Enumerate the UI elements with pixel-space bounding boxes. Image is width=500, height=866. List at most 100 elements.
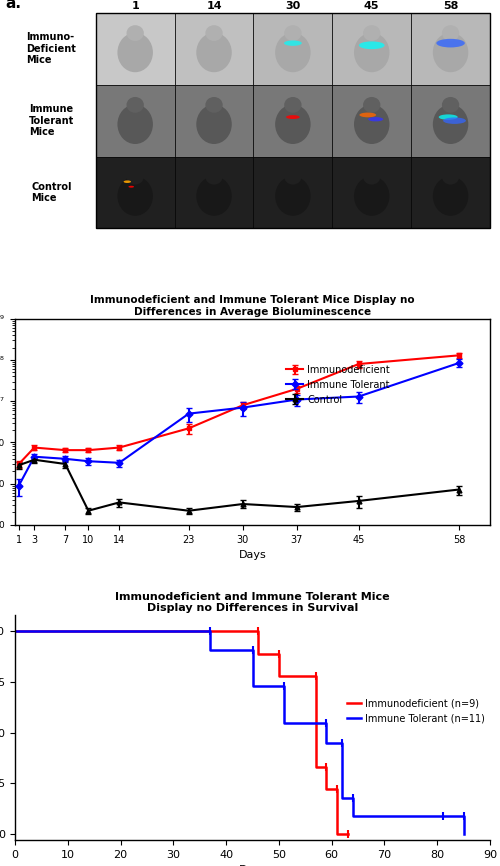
Ellipse shape — [363, 169, 380, 184]
Immunodeficient (n=9) — [255, 649, 261, 659]
Ellipse shape — [360, 113, 376, 117]
Ellipse shape — [284, 169, 302, 184]
Ellipse shape — [275, 33, 310, 72]
Immune Tolerant (n=11) — [440, 811, 446, 821]
Immunodeficient (n=9) — [276, 671, 282, 682]
FancyBboxPatch shape — [411, 13, 490, 85]
Immunodeficient (n=9) — [344, 829, 350, 839]
FancyBboxPatch shape — [96, 157, 174, 229]
Ellipse shape — [126, 169, 144, 184]
Immune Tolerant (n=11) — [350, 811, 356, 821]
FancyBboxPatch shape — [96, 13, 174, 85]
Ellipse shape — [206, 169, 222, 184]
Immune Tolerant (n=11) — [339, 738, 345, 748]
Ellipse shape — [124, 180, 131, 183]
Text: a.: a. — [6, 0, 22, 11]
FancyBboxPatch shape — [332, 157, 411, 229]
Ellipse shape — [442, 97, 459, 113]
Immunodeficient (n=9) — [276, 649, 282, 659]
FancyBboxPatch shape — [254, 13, 332, 85]
Ellipse shape — [354, 177, 390, 216]
X-axis label: Days: Days — [238, 550, 266, 560]
Text: 30: 30 — [285, 1, 300, 11]
Ellipse shape — [433, 177, 468, 216]
Immune Tolerant (n=11) — [440, 811, 446, 821]
Ellipse shape — [206, 25, 222, 41]
Ellipse shape — [284, 41, 302, 46]
Line: Immune Tolerant (n=11): Immune Tolerant (n=11) — [15, 631, 464, 834]
Immune Tolerant (n=11) — [460, 829, 466, 839]
Immune Tolerant (n=11) — [208, 644, 214, 655]
FancyBboxPatch shape — [174, 13, 254, 85]
Immunodeficient (n=9) — [334, 829, 340, 839]
Immunodeficient (n=9) — [324, 762, 330, 772]
Ellipse shape — [284, 97, 302, 113]
FancyBboxPatch shape — [332, 85, 411, 157]
Ellipse shape — [433, 33, 468, 72]
FancyBboxPatch shape — [332, 13, 411, 85]
Ellipse shape — [436, 39, 465, 48]
Text: 14: 14 — [206, 1, 222, 11]
Immune Tolerant (n=11) — [350, 792, 356, 803]
Ellipse shape — [275, 177, 310, 216]
Ellipse shape — [118, 33, 153, 72]
Immune Tolerant (n=11) — [460, 811, 466, 821]
Ellipse shape — [196, 177, 232, 216]
Ellipse shape — [118, 105, 153, 144]
Ellipse shape — [368, 117, 384, 121]
Ellipse shape — [443, 118, 466, 124]
Ellipse shape — [442, 169, 459, 184]
FancyBboxPatch shape — [411, 85, 490, 157]
Text: Control
Mice: Control Mice — [31, 182, 72, 204]
Ellipse shape — [363, 97, 380, 113]
Immune Tolerant (n=11) — [339, 792, 345, 803]
Immune Tolerant (n=11) — [12, 626, 18, 637]
Immunodeficient (n=9) — [334, 785, 340, 795]
Text: 1: 1 — [132, 1, 139, 11]
Immunodeficient (n=9) — [255, 626, 261, 637]
Ellipse shape — [118, 177, 153, 216]
FancyBboxPatch shape — [174, 85, 254, 157]
Ellipse shape — [128, 185, 134, 188]
Ellipse shape — [275, 105, 310, 144]
Ellipse shape — [359, 42, 384, 49]
Ellipse shape — [284, 25, 302, 41]
Ellipse shape — [126, 25, 144, 41]
Legend: Immunodeficient (n=9), Immune Tolerant (n=11): Immunodeficient (n=9), Immune Tolerant (… — [347, 699, 485, 724]
Ellipse shape — [354, 105, 390, 144]
FancyBboxPatch shape — [254, 85, 332, 157]
Text: 45: 45 — [364, 1, 380, 11]
Ellipse shape — [354, 33, 390, 72]
Title: Immunodeficient and Immune Tolerant Mice
Display no Differences in Survival: Immunodeficient and Immune Tolerant Mice… — [115, 591, 390, 613]
Immune Tolerant (n=11) — [250, 644, 256, 655]
Ellipse shape — [438, 114, 458, 120]
Immunodeficient (n=9) — [344, 829, 350, 839]
Title: Immunodeficient and Immune Tolerant Mice Display no
Differences in Average Biolu: Immunodeficient and Immune Tolerant Mice… — [90, 295, 415, 317]
Ellipse shape — [363, 25, 380, 41]
Ellipse shape — [126, 97, 144, 113]
Immune Tolerant (n=11) — [324, 738, 330, 748]
Ellipse shape — [442, 25, 459, 41]
Immune Tolerant (n=11) — [208, 626, 214, 637]
Immunodeficient (n=9) — [313, 762, 319, 772]
Immunodeficient (n=9) — [313, 671, 319, 682]
Immune Tolerant (n=11) — [324, 717, 330, 727]
Ellipse shape — [286, 115, 300, 119]
Text: Immuno-
Deficient
Mice: Immuno- Deficient Mice — [26, 32, 76, 66]
Ellipse shape — [433, 105, 468, 144]
Ellipse shape — [196, 105, 232, 144]
FancyBboxPatch shape — [254, 157, 332, 229]
Text: 58: 58 — [443, 1, 458, 11]
Immunodeficient (n=9) — [12, 626, 18, 637]
Immune Tolerant (n=11) — [281, 681, 287, 691]
Immunodeficient (n=9) — [324, 785, 330, 795]
Ellipse shape — [206, 97, 222, 113]
Ellipse shape — [196, 33, 232, 72]
FancyBboxPatch shape — [174, 157, 254, 229]
Line: Immunodeficient (n=9): Immunodeficient (n=9) — [15, 631, 347, 834]
Immune Tolerant (n=11) — [281, 717, 287, 727]
FancyBboxPatch shape — [96, 85, 174, 157]
Legend: Immunodeficient, Immune Tolerant, Control: Immunodeficient, Immune Tolerant, Contro… — [286, 365, 390, 404]
Text: Immune
Tolerant
Mice: Immune Tolerant Mice — [28, 104, 74, 138]
Immune Tolerant (n=11) — [250, 681, 256, 691]
